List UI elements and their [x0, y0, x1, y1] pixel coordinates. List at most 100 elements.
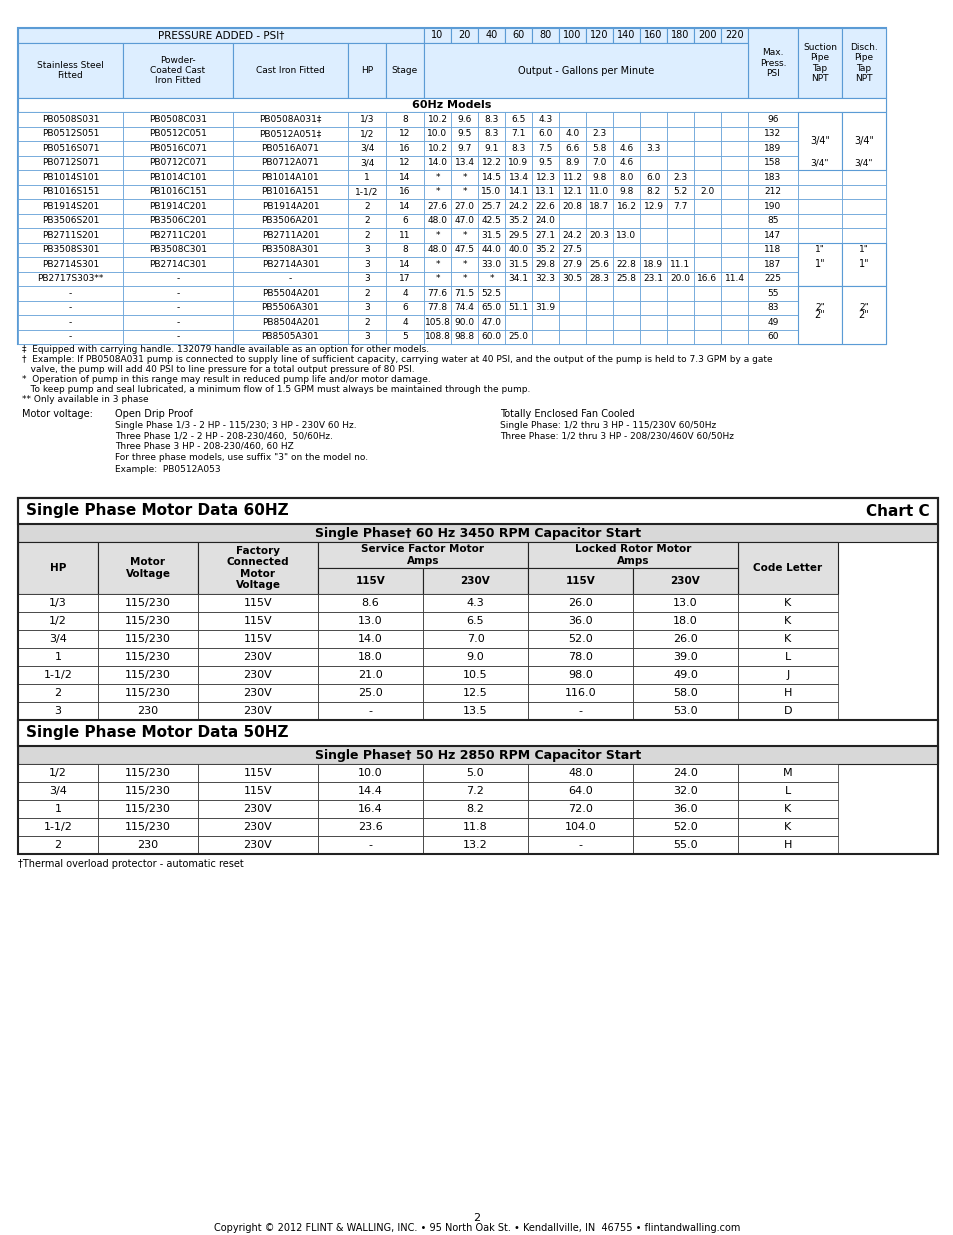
- Bar: [613, 287, 639, 300]
- Text: PB3506A201: PB3506A201: [261, 216, 319, 225]
- Text: 2.3: 2.3: [592, 130, 606, 138]
- Bar: [348, 272, 386, 287]
- Bar: [532, 214, 558, 228]
- Bar: [532, 199, 558, 214]
- Bar: [233, 112, 348, 126]
- Bar: [123, 315, 233, 330]
- Bar: [423, 242, 451, 257]
- Bar: [558, 199, 585, 214]
- Bar: [693, 330, 720, 345]
- Bar: [639, 141, 666, 156]
- Text: Motor voltage:: Motor voltage:: [22, 409, 92, 419]
- Text: 13.5: 13.5: [463, 706, 487, 716]
- Bar: [123, 156, 233, 170]
- Bar: [18, 287, 123, 300]
- Text: 60: 60: [512, 31, 524, 41]
- Bar: [841, 300, 885, 315]
- Bar: [720, 242, 747, 257]
- Bar: [18, 746, 937, 764]
- Text: 116.0: 116.0: [564, 688, 596, 698]
- Bar: [747, 242, 797, 257]
- Text: 96: 96: [766, 115, 778, 124]
- Bar: [451, 242, 477, 257]
- Bar: [198, 648, 317, 666]
- Text: -: -: [69, 332, 72, 341]
- Text: PB1016S151: PB1016S151: [42, 188, 99, 196]
- Text: 12.5: 12.5: [462, 688, 487, 698]
- Text: 24.2: 24.2: [508, 201, 528, 211]
- Bar: [633, 630, 738, 648]
- Bar: [532, 28, 558, 43]
- Text: PB5504A201: PB5504A201: [261, 289, 319, 298]
- Bar: [477, 300, 504, 315]
- Bar: [123, 43, 233, 98]
- Bar: [423, 141, 451, 156]
- Text: 3/4: 3/4: [359, 158, 374, 167]
- Bar: [423, 43, 747, 98]
- Bar: [386, 170, 423, 184]
- Text: 48.0: 48.0: [427, 216, 447, 225]
- Bar: [747, 214, 797, 228]
- Text: †  Example: If PB0508A031 pump is connected to supply line of sufficient capacit: † Example: If PB0508A031 pump is connect…: [22, 356, 772, 364]
- Bar: [585, 199, 613, 214]
- Bar: [841, 242, 885, 257]
- Bar: [558, 300, 585, 315]
- Bar: [317, 613, 422, 630]
- Bar: [423, 170, 451, 184]
- Bar: [198, 701, 317, 720]
- Bar: [386, 214, 423, 228]
- Bar: [233, 141, 348, 156]
- Bar: [666, 257, 693, 272]
- Text: valve, the pump will add 40 PSI to line pressure for a total output pressure of : valve, the pump will add 40 PSI to line …: [22, 366, 415, 374]
- Bar: [348, 112, 386, 126]
- Text: PB3508S301: PB3508S301: [42, 246, 99, 254]
- Text: 9.6: 9.6: [456, 115, 471, 124]
- Text: PB0712A071: PB0712A071: [261, 158, 319, 167]
- Bar: [18, 542, 98, 594]
- Bar: [348, 141, 386, 156]
- Text: 1/3: 1/3: [49, 598, 67, 608]
- Bar: [527, 836, 633, 853]
- Text: 80: 80: [538, 31, 551, 41]
- Bar: [348, 43, 386, 98]
- Text: 13.0: 13.0: [673, 598, 697, 608]
- Bar: [738, 701, 837, 720]
- Text: 3: 3: [364, 332, 370, 341]
- Text: 1/2: 1/2: [49, 616, 67, 626]
- Bar: [585, 126, 613, 141]
- Text: 27.6: 27.6: [427, 201, 447, 211]
- Text: 15.0: 15.0: [481, 188, 501, 196]
- Bar: [18, 112, 123, 126]
- Bar: [233, 300, 348, 315]
- Bar: [504, 28, 532, 43]
- Text: 16: 16: [399, 143, 411, 153]
- Bar: [639, 300, 666, 315]
- Bar: [18, 613, 98, 630]
- Bar: [423, 300, 451, 315]
- Text: Three Phase 3 HP - 208-230/460, 60 HZ: Three Phase 3 HP - 208-230/460, 60 HZ: [115, 442, 294, 452]
- Text: PB8504A201: PB8504A201: [261, 317, 319, 327]
- Text: PB2717S303**: PB2717S303**: [37, 274, 104, 283]
- Bar: [317, 818, 422, 836]
- Bar: [198, 782, 317, 800]
- Text: 8: 8: [402, 115, 408, 124]
- Bar: [738, 648, 837, 666]
- Text: 147: 147: [763, 231, 781, 240]
- Text: -: -: [578, 706, 582, 716]
- Text: 11.2: 11.2: [562, 173, 582, 182]
- Text: Single Phase† 60 Hz 3450 RPM Capacitor Start: Single Phase† 60 Hz 3450 RPM Capacitor S…: [314, 526, 640, 540]
- Bar: [693, 257, 720, 272]
- Bar: [504, 112, 532, 126]
- Text: M: M: [782, 768, 792, 778]
- Text: 11.1: 11.1: [670, 259, 690, 269]
- Text: 39.0: 39.0: [673, 652, 698, 662]
- Bar: [558, 228, 585, 242]
- Bar: [18, 257, 123, 272]
- Bar: [348, 214, 386, 228]
- Bar: [317, 630, 422, 648]
- Bar: [98, 701, 198, 720]
- Bar: [613, 228, 639, 242]
- Text: Single Phase† 50 Hz 2850 RPM Capacitor Start: Single Phase† 50 Hz 2850 RPM Capacitor S…: [314, 748, 640, 762]
- Text: 22.8: 22.8: [616, 259, 636, 269]
- Bar: [666, 126, 693, 141]
